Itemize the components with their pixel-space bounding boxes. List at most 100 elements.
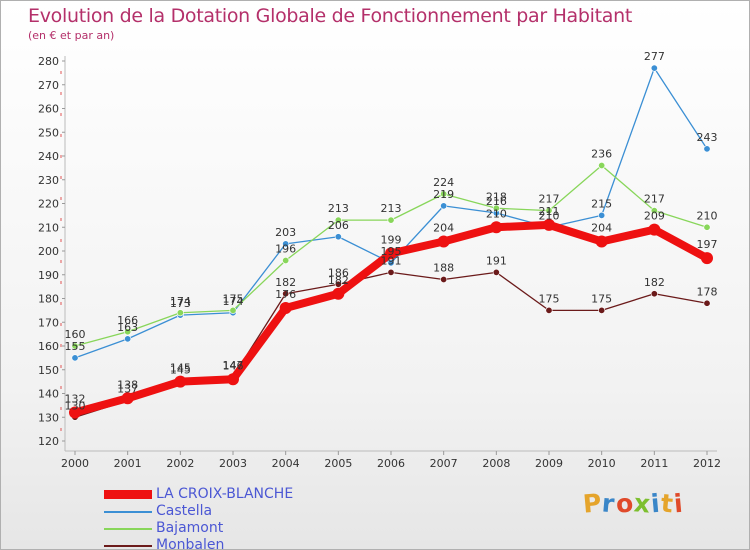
data-point-castella <box>124 335 132 343</box>
data-point-bajamont <box>545 207 553 215</box>
data-label-la-croix-blanche: 132 <box>65 393 86 406</box>
data-point-bajamont <box>598 162 606 170</box>
logo-letter: i <box>672 488 685 519</box>
chart-title: Evolution de la Dotation Globale de Fonc… <box>28 5 633 27</box>
data-label-la-croix-blanche: 182 <box>328 274 349 287</box>
data-point-bajamont <box>229 306 237 314</box>
x-tick-label: 2001 <box>114 457 142 470</box>
legend-label: Castella <box>156 503 213 519</box>
y-tick-label: 230 <box>38 174 59 187</box>
data-label-bajamont: 217 <box>644 193 665 206</box>
data-label-castella: 277 <box>644 50 665 63</box>
data-label-castella: 243 <box>697 131 718 144</box>
data-label-castella: 219 <box>433 188 454 201</box>
x-tick-label: 2012 <box>693 457 721 470</box>
data-label-bajamont: 175 <box>223 292 244 305</box>
x-tick-label: 2006 <box>377 457 405 470</box>
data-point-la-croix-blanche <box>648 223 661 236</box>
data-label-castella: 174 <box>223 295 244 308</box>
data-label-monbalen: 182 <box>644 276 665 289</box>
data-label-castella: 155 <box>65 340 86 353</box>
proxiti-logo: Proxiti <box>582 488 685 519</box>
data-point-monbalen <box>387 268 395 276</box>
data-label-la-croix-blanche: 209 <box>644 210 665 223</box>
x-tick-label: 2005 <box>324 457 352 470</box>
legend-swatch <box>104 511 152 513</box>
data-label-la-croix-blanche: 211 <box>539 205 560 218</box>
y-tick-label: 150 <box>38 364 59 377</box>
y-tick-label: 120 <box>38 435 59 448</box>
data-label-monbalen: 191 <box>486 254 507 267</box>
data-point-castella <box>71 354 79 362</box>
data-point-castella <box>334 233 342 241</box>
x-tick-label: 2008 <box>482 457 510 470</box>
data-label-castella: 173 <box>170 297 191 310</box>
data-point-monbalen <box>440 275 448 283</box>
data-point-la-croix-blanche <box>227 373 239 386</box>
data-point-bajamont <box>703 223 711 231</box>
y-tick-label: 220 <box>38 198 59 211</box>
y-tick-label: 140 <box>38 388 59 401</box>
data-point-castella <box>387 259 395 267</box>
legend-label: Monbalen <box>156 537 225 550</box>
x-tick-label: 2004 <box>272 457 300 470</box>
data-point-bajamont <box>440 190 448 198</box>
data-point-bajamont <box>492 204 500 212</box>
data-label-castella: 195 <box>381 245 402 258</box>
chart-axes: 120 130 140 150 160 170 180 190 200 210 220 230 240 2… <box>38 55 721 470</box>
data-point-la-croix-blanche <box>279 302 292 314</box>
data-label-la-croix-blanche: 204 <box>433 222 454 235</box>
y-tick-label: 180 <box>38 293 59 306</box>
data-label-castella: 163 <box>117 321 138 334</box>
chart-subtitle: (en € et par an) <box>28 29 115 42</box>
legend-label: LA CROIX-BLANCHE <box>156 486 294 502</box>
data-point-castella <box>440 202 448 210</box>
data-label-monbalen: 186 <box>328 266 349 279</box>
data-label-bajamont: 166 <box>117 314 138 327</box>
data-point-monbalen <box>703 299 711 307</box>
data-point-castella <box>282 240 290 248</box>
data-label-castella: 206 <box>328 219 349 232</box>
data-point-la-croix-blanche <box>437 235 450 248</box>
data-label-monbalen: 178 <box>697 285 718 298</box>
data-label-monbalen: 145 <box>170 364 191 377</box>
x-tick-label: 2011 <box>640 457 668 470</box>
y-tick-label: 210 <box>38 221 59 234</box>
data-label-monbalen: 188 <box>433 262 454 275</box>
data-label-bajamont: 210 <box>697 209 718 222</box>
data-point-la-croix-blanche <box>332 287 345 300</box>
y-tick-label: 280 <box>38 55 59 68</box>
data-label-bajamont: 224 <box>433 176 454 189</box>
y-tick-label: 190 <box>38 269 59 282</box>
data-label-la-croix-blanche: 199 <box>381 233 402 246</box>
data-label-la-croix-blanche: 138 <box>117 378 138 391</box>
data-point-la-croix-blanche <box>121 392 134 405</box>
data-label-castella: 216 <box>486 195 507 208</box>
legend-swatch <box>104 490 152 499</box>
data-point-monbalen <box>598 306 606 314</box>
data-label-la-croix-blanche: 145 <box>170 362 191 375</box>
data-point-castella <box>650 64 658 72</box>
data-label-la-croix-blanche: 210 <box>486 207 507 220</box>
data-point-monbalen <box>492 268 500 276</box>
data-point-la-croix-blanche <box>543 218 555 231</box>
data-point-monbalen <box>545 306 553 314</box>
data-point-bajamont <box>282 256 290 264</box>
data-label-monbalen: 137 <box>117 383 138 396</box>
data-label-monbalen: 147 <box>223 359 244 372</box>
data-label-bajamont: 213 <box>328 202 349 215</box>
data-label-bajamont: 218 <box>486 190 507 203</box>
data-point-castella <box>598 211 606 219</box>
data-label-monbalen: 175 <box>539 292 560 305</box>
x-tick-label: 2010 <box>588 457 616 470</box>
data-point-bajamont <box>334 216 342 224</box>
data-label-castella: 215 <box>591 197 612 210</box>
data-label-monbalen: 175 <box>591 292 612 305</box>
y-tick-label: 160 <box>38 340 59 353</box>
x-tick-label: 2002 <box>166 457 194 470</box>
y-tick-label: 130 <box>38 411 59 424</box>
data-label-la-croix-blanche: 176 <box>275 288 296 301</box>
